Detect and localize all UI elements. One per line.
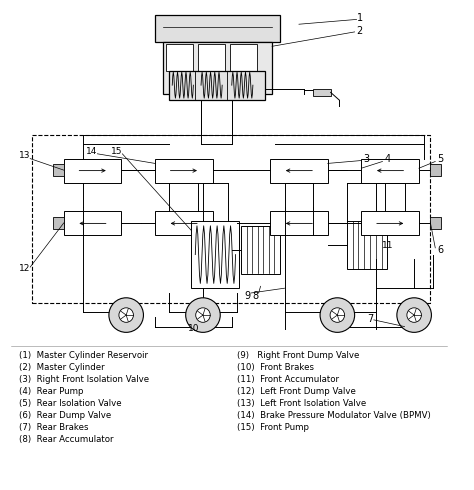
Text: 2: 2 (356, 26, 363, 36)
Bar (64, 211, 121, 235)
Text: 10: 10 (188, 324, 199, 333)
Text: 9: 9 (244, 291, 250, 301)
Text: 4: 4 (384, 153, 390, 164)
Bar (230, 45, 257, 71)
Text: (5)  Rear Isolation Valve: (5) Rear Isolation Valve (18, 399, 121, 408)
Bar (270, 211, 328, 235)
Bar (169, 71, 265, 100)
Bar (313, 89, 331, 96)
Circle shape (186, 298, 220, 332)
Circle shape (109, 298, 144, 332)
Text: (6)  Rear Dump Valve: (6) Rear Dump Valve (18, 411, 111, 420)
Bar (198, 45, 225, 71)
Text: 12: 12 (19, 265, 30, 273)
Text: (8)  Rear Accumulator: (8) Rear Accumulator (18, 435, 113, 444)
Text: (15)  Front Pump: (15) Front Pump (237, 423, 309, 432)
Text: 15: 15 (111, 147, 122, 156)
Text: (4)  Rear Pump: (4) Rear Pump (18, 387, 83, 396)
Text: (14)  Brake Pressure Modulator Valve (BPMV): (14) Brake Pressure Modulator Valve (BPM… (237, 411, 430, 420)
Circle shape (407, 308, 421, 322)
Text: (2)  Master Cylinder: (2) Master Cylinder (18, 363, 104, 372)
Text: 7: 7 (367, 314, 373, 324)
Bar (32, 135, 430, 303)
Text: 11: 11 (382, 241, 393, 249)
Bar (163, 42, 272, 94)
Bar (361, 211, 419, 235)
Circle shape (330, 308, 345, 322)
Circle shape (397, 298, 431, 332)
Circle shape (119, 308, 134, 322)
Text: 5: 5 (437, 153, 443, 164)
Text: (1)  Master Cylinder Reservoir: (1) Master Cylinder Reservoir (18, 351, 148, 360)
Bar (64, 159, 121, 183)
Bar (53, 217, 64, 229)
Text: (9)   Right Front Dump Valve: (9) Right Front Dump Valve (237, 351, 359, 360)
Bar (430, 164, 441, 176)
Circle shape (196, 308, 210, 322)
Bar (270, 159, 328, 183)
Bar (430, 217, 441, 229)
Bar (53, 164, 64, 176)
Text: (13)  Left Front Isolation Valve: (13) Left Front Isolation Valve (237, 399, 366, 408)
Bar (347, 221, 387, 269)
Text: (10)  Front Brakes: (10) Front Brakes (237, 363, 314, 372)
Text: (7)  Rear Brakes: (7) Rear Brakes (18, 423, 88, 432)
Text: (11)  Front Accumulator: (11) Front Accumulator (237, 375, 338, 384)
Text: (3)  Right Front Isolation Valve: (3) Right Front Isolation Valve (18, 375, 149, 384)
Text: 1: 1 (357, 13, 364, 24)
Text: (12)  Left Front Dump Valve: (12) Left Front Dump Valve (237, 387, 356, 396)
Text: 13: 13 (18, 151, 30, 160)
Text: 8: 8 (253, 291, 259, 301)
Text: 3: 3 (363, 153, 369, 164)
Circle shape (320, 298, 355, 332)
Bar (155, 15, 280, 42)
Bar (361, 159, 419, 183)
Text: 14: 14 (86, 147, 97, 156)
Bar (241, 226, 280, 274)
Bar (155, 211, 212, 235)
Bar (166, 45, 193, 71)
Bar (191, 221, 239, 288)
Bar (155, 159, 212, 183)
Text: 6: 6 (437, 245, 443, 255)
